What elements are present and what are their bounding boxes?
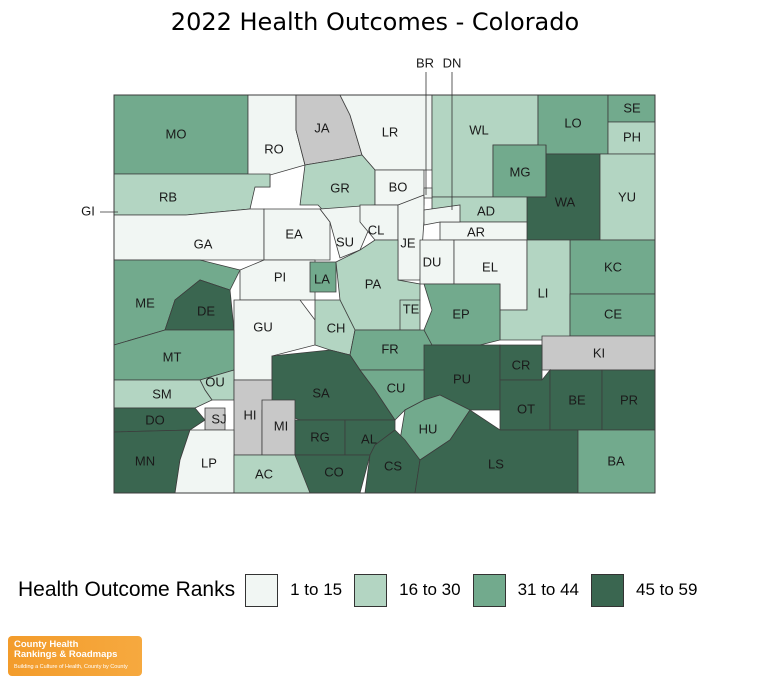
county-label-el: EL	[482, 259, 498, 274]
county-la	[309, 261, 337, 293]
county-label-cl: CL	[368, 222, 385, 237]
county-label-al: AL	[361, 431, 377, 446]
legend: Health Outcome Ranks 1 to 15 16 to 30 31…	[18, 572, 709, 608]
county-label-pr: PR	[620, 392, 638, 407]
county-label-do: DO	[145, 412, 165, 427]
legend-swatch-tier1	[245, 573, 279, 607]
logo-line-1: County Health	[14, 639, 79, 650]
county-label-co: CO	[324, 464, 344, 479]
legend-swatch-tier4	[591, 573, 625, 607]
county-label-sa: SA	[312, 385, 330, 400]
county-label-pu: PU	[453, 371, 471, 386]
county-br	[423, 187, 433, 199]
county-label-br: BR	[416, 55, 434, 70]
colorado-county-map: MO RO JA LR WL LO SE PH RB GR BO MG WA YU AD GA EA SU CL JE…	[81, 55, 656, 494]
county-label-li: LI	[538, 285, 549, 300]
county-label-cr: CR	[512, 357, 531, 372]
legend-label-tier3: 31 to 44	[517, 580, 580, 599]
county-label-wl: WL	[469, 122, 489, 137]
county-shapes	[113, 94, 656, 494]
county-label-be: BE	[568, 392, 586, 407]
county-label-mg: MG	[510, 164, 531, 179]
county-label-lr: LR	[382, 124, 399, 139]
legend-label-tier1: 1 to 15	[290, 580, 343, 599]
county-label-rb: RB	[159, 189, 177, 204]
county-label-cs: CS	[384, 458, 402, 473]
county-ga	[113, 208, 265, 261]
county-label-su: SU	[336, 234, 354, 249]
county-label-hu: HU	[419, 421, 438, 436]
legend-item-tier3: 31 to 44	[472, 573, 591, 607]
legend-label-tier4: 45 to 59	[636, 580, 698, 599]
county-label-la: LA	[314, 271, 330, 286]
county-label-lp: LP	[201, 455, 217, 470]
logo-line-2: Rankings & Roadmaps	[14, 649, 118, 660]
county-ea	[263, 208, 331, 261]
legend-label-tier2: 16 to 30	[399, 580, 461, 599]
county-label-ea: EA	[285, 226, 303, 241]
label-leader-lines	[100, 72, 453, 213]
county-label-ot: OT	[517, 401, 535, 416]
legend-item-tier1: 1 to 15	[245, 573, 354, 607]
county-label-ep: EP	[452, 306, 469, 321]
county-label-mn: MN	[135, 453, 155, 468]
county-label-ls: LS	[488, 456, 504, 471]
county-rb	[113, 173, 271, 216]
county-label-ar: AR	[467, 224, 485, 239]
county-label-gu: GU	[253, 319, 273, 334]
county-label-ja: JA	[314, 120, 330, 135]
county-label-je: JE	[400, 235, 416, 250]
county-label-ad: AD	[477, 203, 495, 218]
county-label-hi: HI	[244, 407, 257, 422]
county-label-ga: GA	[194, 236, 213, 251]
county-label-ba: BA	[607, 453, 625, 468]
county-label-wa: WA	[555, 194, 576, 209]
map-title: 2022 Health Outcomes - Colorado	[170, 8, 580, 36]
county-label-kc: KC	[604, 259, 622, 274]
county-labels: MO RO JA LR WL LO SE PH RB GR BO MG WA YU AD GA EA SU CL JE…	[81, 55, 641, 481]
county-label-sj: SJ	[211, 411, 226, 426]
county-label-ac: AC	[255, 466, 273, 481]
county-label-sm: SM	[152, 386, 172, 401]
legend-swatch-tier2	[354, 573, 388, 607]
county-label-yu: YU	[618, 189, 636, 204]
county-label-de: DE	[197, 303, 215, 318]
county-label-ki: KI	[593, 345, 605, 360]
county-label-ch: CH	[327, 320, 346, 335]
logo-tagline: Building a Culture of Health, County by …	[14, 664, 128, 670]
county-label-mo: MO	[166, 126, 187, 141]
county-health-rankings-logo: County Health Rankings & Roadmaps Buildi…	[8, 636, 142, 676]
county-label-gr: GR	[330, 180, 350, 195]
county-label-se: SE	[623, 100, 641, 115]
county-label-ro: RO	[264, 141, 284, 156]
county-label-mt: MT	[163, 349, 182, 364]
state-border	[113, 94, 656, 494]
county-label-bo: BO	[389, 179, 408, 194]
county-label-rg: RG	[310, 429, 330, 444]
county-label-ph: PH	[623, 129, 641, 144]
legend-item-tier2: 16 to 30	[354, 573, 472, 607]
county-label-te: TE	[403, 301, 420, 316]
legend-swatch-tier3	[472, 573, 506, 607]
county-label-cu: CU	[387, 380, 406, 395]
county-label-ce: CE	[604, 306, 622, 321]
county-label-pa: PA	[365, 276, 382, 291]
county-label-pi: PI	[274, 269, 286, 284]
county-label-du: DU	[423, 254, 442, 269]
legend-item-tier4: 45 to 59	[591, 573, 709, 607]
county-label-fr: FR	[381, 341, 398, 356]
county-label-ou: OU	[205, 374, 225, 389]
legend-title: Health Outcome Ranks	[18, 578, 236, 601]
county-dn	[423, 204, 461, 226]
county-label-gi: GI	[81, 203, 95, 218]
county-label-mi: MI	[274, 418, 288, 433]
county-label-lo: LO	[564, 115, 581, 130]
county-label-me: ME	[135, 295, 155, 310]
county-label-dn: DN	[443, 55, 462, 70]
